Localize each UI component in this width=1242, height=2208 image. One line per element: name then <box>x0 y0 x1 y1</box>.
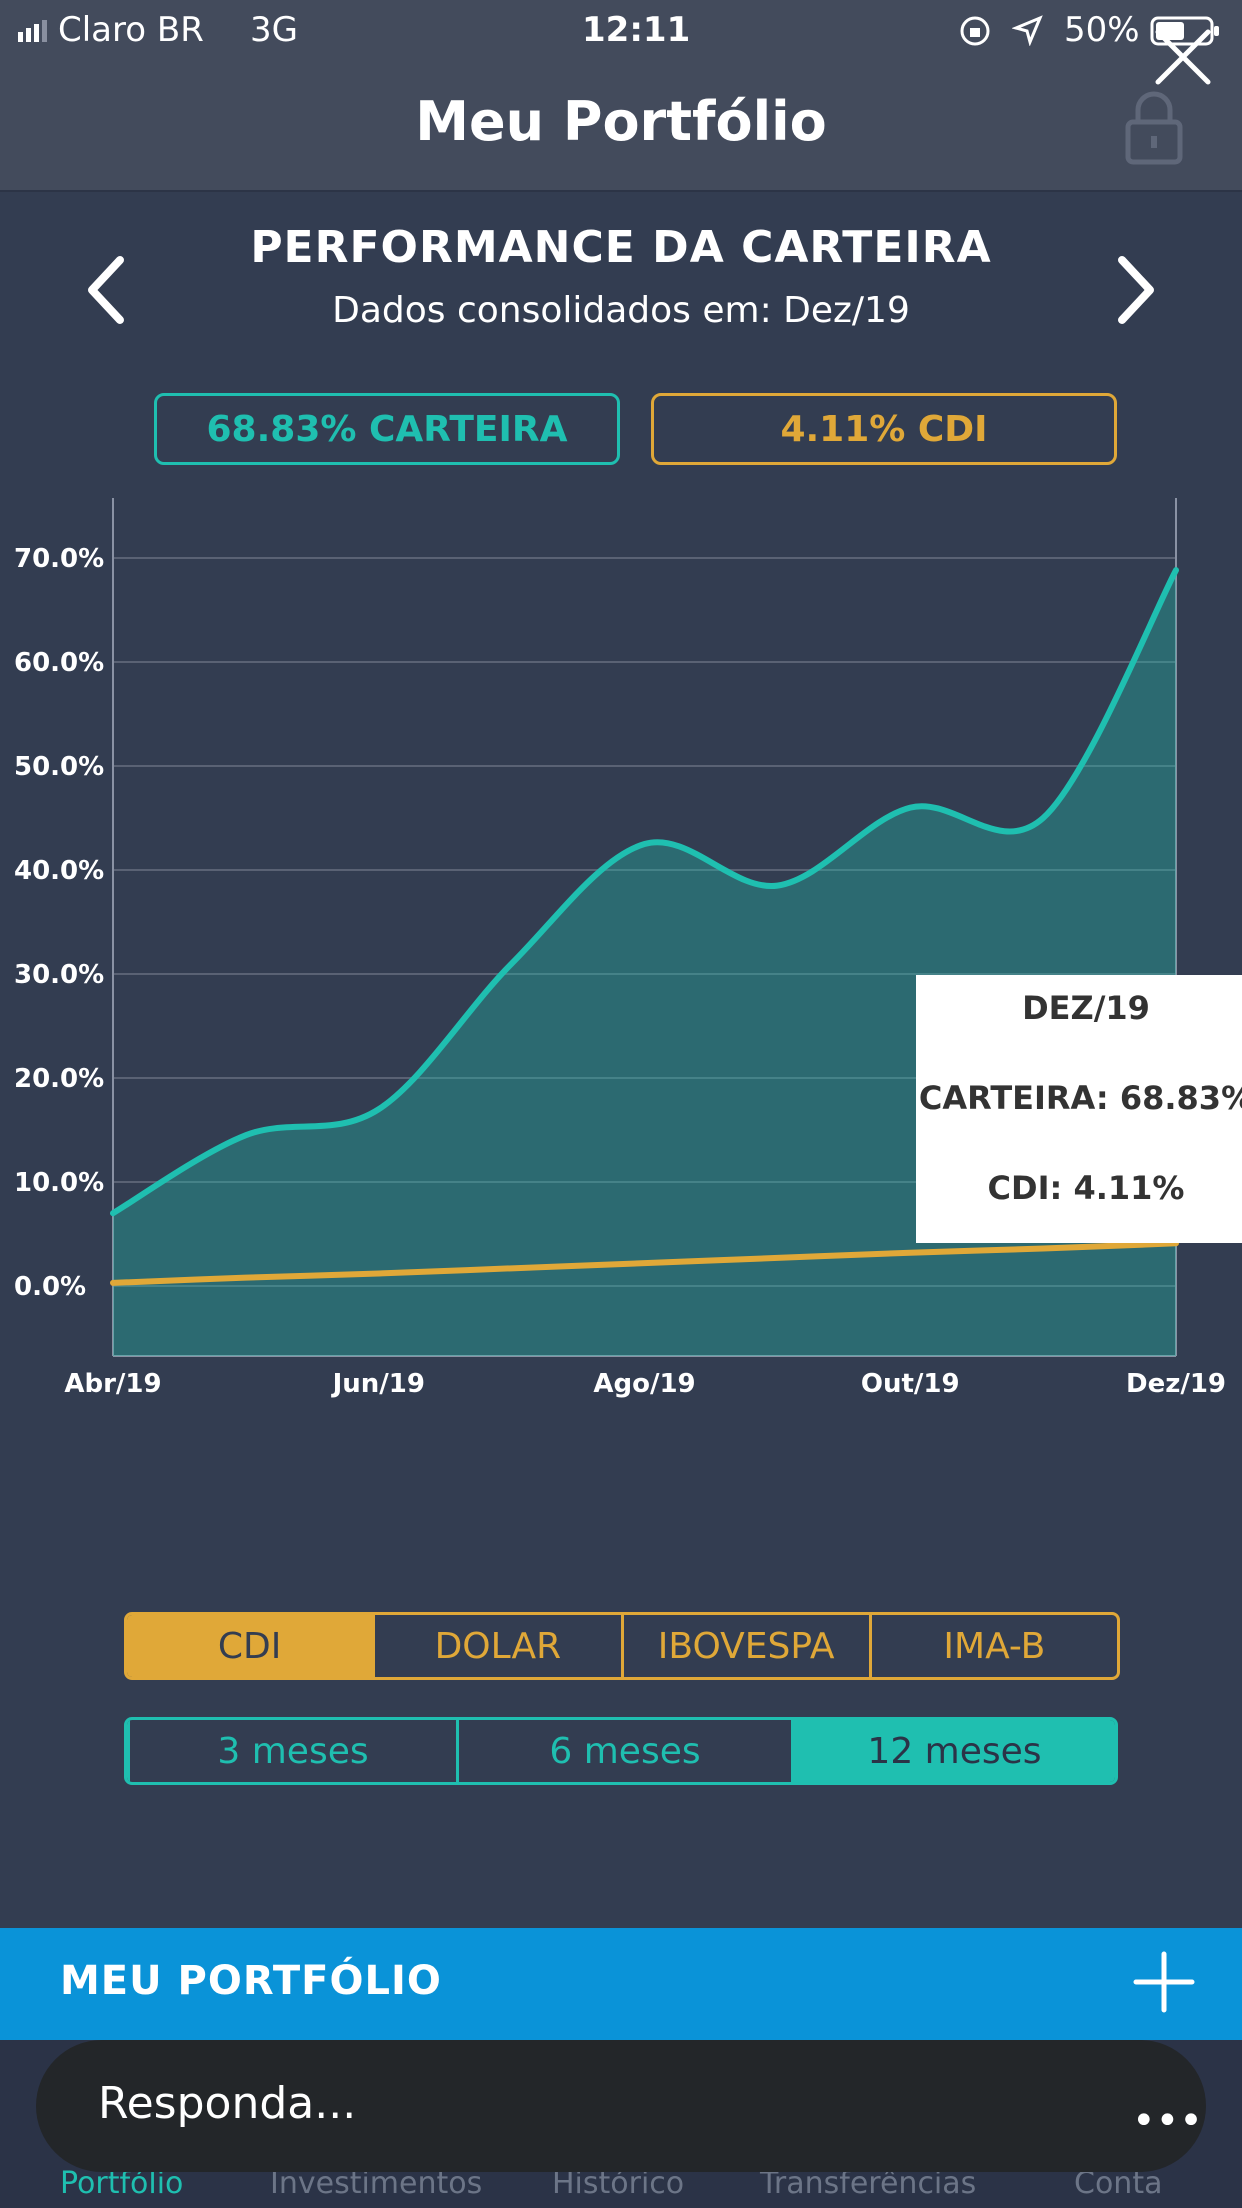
period-3-meses[interactable]: 3 meses <box>127 1720 456 1782</box>
x-tick-label: Dez/19 <box>1126 1369 1226 1399</box>
portfolio-section-label: MEU PORTFÓLIO <box>60 1958 442 2004</box>
benchmark-selector: CDI DOLAR IBOVESPA IMA-B <box>124 1612 1120 1680</box>
chart-tooltip: DEZ/19 CARTEIRA: 68.83% CDI: 4.11% <box>916 975 1242 1243</box>
y-tick-label: 20.0% <box>14 1064 104 1094</box>
reply-input[interactable]: Responda... <box>98 2078 357 2129</box>
performance-chart[interactable]: 70.0%60.0%50.0%40.0%30.0%20.0%10.0%0.0% … <box>0 490 1242 1430</box>
x-tick-label: Jun/19 <box>331 1369 425 1399</box>
period-6-meses[interactable]: 6 meses <box>456 1720 791 1782</box>
chart-areas <box>113 570 1176 1356</box>
portfolio-section-bar[interactable]: MEU PORTFÓLIO <box>0 1928 1242 2040</box>
tooltip-carteira: CARTEIRA: 68.83% <box>918 1079 1242 1117</box>
clock: 12:11 <box>582 10 691 50</box>
reply-bar[interactable]: Responda... ••• <box>36 2040 1206 2172</box>
chevron-left-icon[interactable] <box>76 250 136 330</box>
network-type: 3G <box>250 10 298 50</box>
tooltip-cdi: CDI: 4.11% <box>987 1169 1185 1207</box>
performance-subtitle: Dados consolidados em: Dez/19 <box>332 290 910 331</box>
chart-lines <box>110 567 1179 1286</box>
cdi-line <box>110 1240 1179 1286</box>
app-header: Meu Portfólio <box>0 29 1242 192</box>
tooltip-title: DEZ/19 <box>1022 989 1150 1027</box>
plus-icon[interactable] <box>1132 1950 1196 2014</box>
benchmark-ibovespa[interactable]: IBOVESPA <box>620 1615 869 1677</box>
y-tick-label: 40.0% <box>14 856 104 886</box>
close-icon[interactable] <box>1150 24 1216 90</box>
x-tick-label: Ago/19 <box>593 1369 695 1399</box>
y-axis-labels: 70.0% 60.0% 50.0% 40.0% 30.0% 20.0% 10.0% 0.0% <box>14 544 104 1302</box>
benchmark-cdi[interactable]: CDI <box>127 1615 373 1677</box>
period-selector: 3 meses 6 meses 12 meses <box>124 1717 1118 1785</box>
carrier-name: Claro BR <box>58 10 204 50</box>
x-tick-label: Abr/19 <box>64 1369 161 1399</box>
x-axis-labels: Abr/19 Jun/19 Ago/19 Out/19 Dez/19 <box>64 1369 1226 1399</box>
location-icon <box>1012 15 1043 46</box>
y-tick-label: 0.0% <box>14 1272 86 1302</box>
more-options-icon[interactable]: ••• <box>1132 2098 1203 2144</box>
battery-percent: 50% <box>1064 10 1140 50</box>
period-12-meses[interactable]: 12 meses <box>791 1720 1115 1782</box>
chevron-right-icon[interactable] <box>1106 250 1166 330</box>
y-tick-label: 30.0% <box>14 960 104 990</box>
status-bar: Claro BR 3G 12:11 50% <box>0 0 1242 62</box>
carteira-area <box>113 570 1176 1356</box>
benchmark-ima-b[interactable]: IMA-B <box>868 1615 1117 1677</box>
y-tick-label: 60.0% <box>14 648 104 678</box>
performance-title: PERFORMANCE DA CARTEIRA <box>250 222 992 273</box>
y-tick-label: 10.0% <box>14 1168 104 1198</box>
x-tick-label: Out/19 <box>861 1369 960 1399</box>
y-tick-label: 70.0% <box>14 544 104 574</box>
carteira-badge[interactable]: 68.83% CARTEIRA <box>154 393 620 465</box>
y-tick-label: 50.0% <box>14 752 104 782</box>
signal-icon <box>18 20 47 42</box>
carteira-line <box>110 567 1179 1217</box>
rotation-lock-icon <box>960 16 990 46</box>
benchmark-dolar[interactable]: DOLAR <box>372 1615 620 1677</box>
lock-icon[interactable] <box>1122 88 1186 168</box>
cdi-badge[interactable]: 4.11% CDI <box>651 393 1117 465</box>
page-title: Meu Portfólio <box>415 90 827 153</box>
